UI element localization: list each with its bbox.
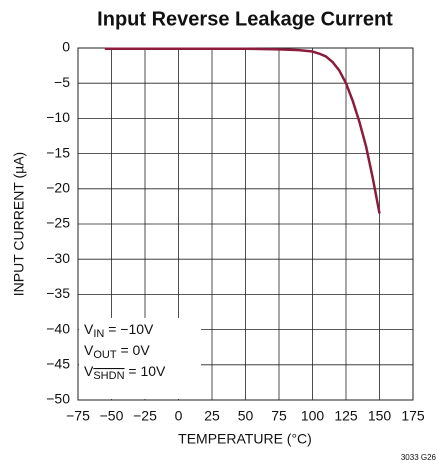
y-tick-label: −10	[46, 109, 70, 125]
x-tick-label: 175	[401, 408, 425, 424]
annotation-text: = −10V	[104, 321, 154, 337]
y-tick-label: −5	[54, 74, 70, 90]
annotation: VOUT = 0V	[84, 342, 150, 361]
x-tick-label: −25	[133, 408, 157, 424]
y-tick-label: −50	[46, 391, 70, 407]
footnote: 3033 G26	[401, 453, 437, 462]
annotation-text: = 10V	[125, 363, 167, 379]
x-tick-label: 125	[334, 408, 358, 424]
y-tick-label: −40	[46, 320, 70, 336]
x-tick-label: −50	[100, 408, 124, 424]
data-line	[104, 47, 381, 214]
x-tick-label: 150	[368, 408, 392, 424]
x-tick-label: 0	[175, 408, 183, 424]
y-tick-label: −25	[46, 215, 70, 231]
y-tick-label: −15	[46, 144, 70, 160]
chart-title: Input Reverse Leakage Current	[97, 8, 393, 30]
annotation-background	[79, 318, 201, 399]
annotation: VIN = −10V	[84, 321, 154, 340]
x-axis-label: TEMPERATURE (°C)	[178, 431, 312, 447]
x-tick-label: 25	[204, 408, 220, 424]
y-tick-label: −20	[46, 180, 70, 196]
y-tick-label: −35	[46, 285, 70, 301]
y-tick-label: 0	[62, 39, 70, 55]
annotation-subscript: IN	[93, 328, 104, 340]
annotation-symbol: V	[84, 321, 94, 337]
annotation-text: = 0V	[117, 342, 151, 358]
x-tick-label: −75	[66, 408, 90, 424]
annotation-subscript: SHDN	[93, 370, 124, 382]
annotation-symbol: V	[84, 342, 94, 358]
x-tick-label: 75	[271, 408, 287, 424]
y-tick-label: −45	[46, 356, 70, 372]
annotation-symbol: V	[84, 363, 94, 379]
y-tick-label: −30	[46, 250, 70, 266]
annotation-subscript: OUT	[93, 349, 117, 361]
x-tick-label: 100	[301, 408, 325, 424]
y-axis-label: INPUT CURRENT (µA)	[11, 152, 27, 296]
annotation: VSHDN = 10V	[84, 363, 166, 382]
x-tick-label: 50	[238, 408, 254, 424]
